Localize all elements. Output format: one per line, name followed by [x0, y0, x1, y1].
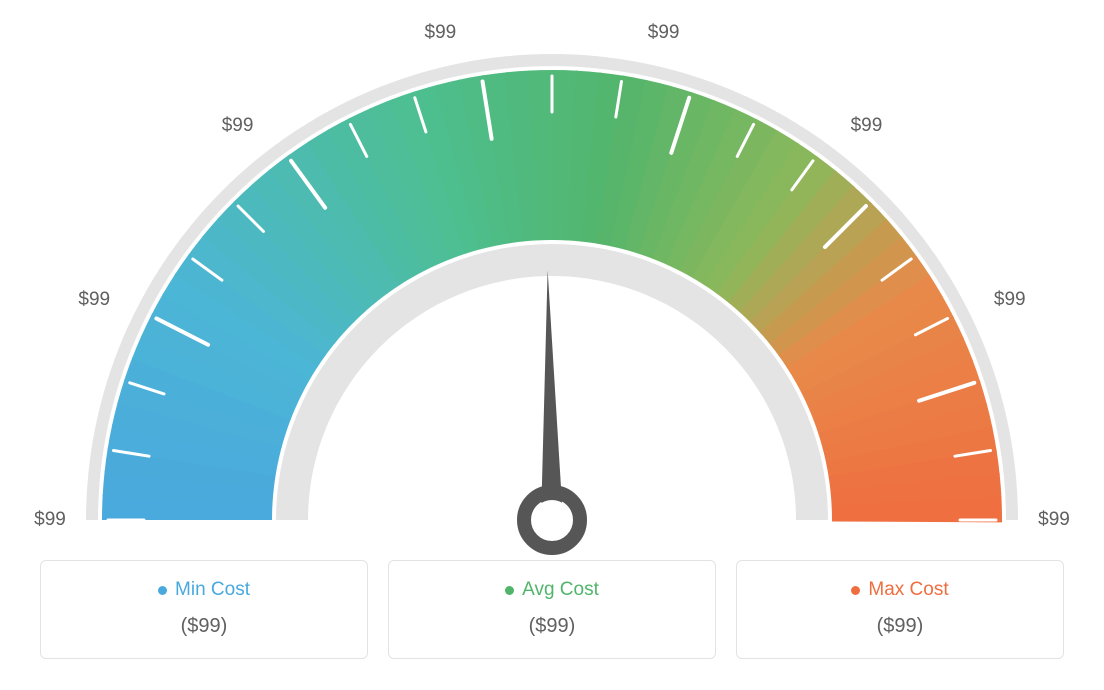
- gauge-tick-label: $99: [78, 289, 110, 311]
- legend-value-min: ($99): [41, 615, 367, 638]
- gauge-tick-label: $99: [1038, 509, 1070, 531]
- legend-title-avg: Avg Cost: [505, 579, 599, 601]
- dot-icon: [851, 586, 860, 595]
- gauge-tick-label: $99: [648, 22, 680, 44]
- gauge-tick-label: $99: [222, 115, 254, 137]
- legend-card-avg: Avg Cost ($99): [388, 560, 716, 659]
- dot-icon: [505, 586, 514, 595]
- legend-row: Min Cost ($99) Avg Cost ($99) Max Cost (…: [0, 560, 1104, 659]
- legend-value-max: ($99): [737, 615, 1063, 638]
- legend-title-text: Max Cost: [868, 579, 948, 601]
- gauge-svg: [0, 0, 1104, 560]
- gauge-tick-label: $99: [851, 115, 883, 137]
- gauge-tick-label: $99: [34, 509, 66, 531]
- legend-title-text: Min Cost: [175, 579, 250, 601]
- gauge-chart: $99 $99 $99 $99 $99 $99 $99 $99: [0, 0, 1104, 560]
- gauge-tick-label: $99: [425, 22, 457, 44]
- legend-title-text: Avg Cost: [522, 579, 599, 601]
- legend-card-min: Min Cost ($99): [40, 560, 368, 659]
- legend-title-max: Max Cost: [851, 579, 948, 601]
- gauge-tick-label: $99: [994, 289, 1026, 311]
- legend-value-avg: ($99): [389, 615, 715, 638]
- legend-title-min: Min Cost: [158, 579, 250, 601]
- dot-icon: [158, 586, 167, 595]
- legend-card-max: Max Cost ($99): [736, 560, 1064, 659]
